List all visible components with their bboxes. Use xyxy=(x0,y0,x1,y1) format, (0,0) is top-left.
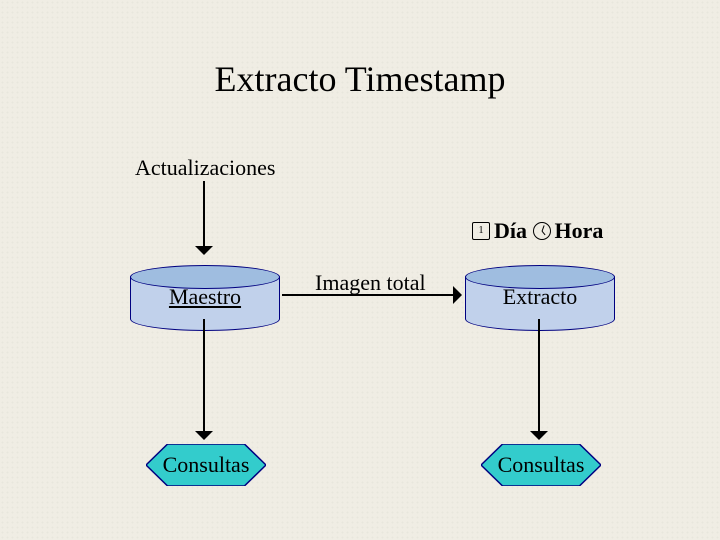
calendar-icon: 1 xyxy=(472,222,490,240)
label-imagen-total: Imagen total xyxy=(315,270,426,296)
hex-consultas_right: Consultas xyxy=(481,444,601,486)
label-hora: Hora xyxy=(555,218,604,243)
label-actualizaciones: Actualizaciones xyxy=(135,155,276,181)
hex-consultas_right-label: Consultas xyxy=(481,452,601,478)
db-extracto: Extracto xyxy=(465,265,615,331)
label-dia: Día xyxy=(494,218,527,243)
clock-icon xyxy=(533,222,551,240)
diagram-title: Extracto Timestamp xyxy=(0,58,720,100)
hex-consultas_left-label: Consultas xyxy=(146,452,266,478)
db-extracto-label: Extracto xyxy=(465,284,615,310)
db-maestro: Maestro xyxy=(130,265,280,331)
db-maestro-label: Maestro xyxy=(130,284,280,310)
label-dia-hora: 1Día Hora xyxy=(472,218,603,244)
hex-consultas_left: Consultas xyxy=(146,444,266,486)
